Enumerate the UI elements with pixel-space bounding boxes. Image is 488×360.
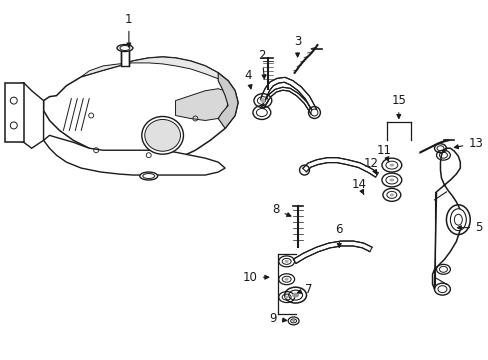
Text: 8: 8 [272,203,290,216]
Ellipse shape [388,164,393,167]
Text: 1: 1 [125,13,132,47]
Polygon shape [432,148,461,289]
Ellipse shape [117,45,133,51]
Polygon shape [121,49,129,66]
Text: 13: 13 [453,137,482,150]
Polygon shape [218,73,238,129]
Text: 5: 5 [456,221,482,234]
Ellipse shape [144,120,180,151]
Text: 12: 12 [363,157,378,175]
Ellipse shape [291,293,299,298]
Text: 3: 3 [293,35,301,57]
Text: 9: 9 [269,312,286,325]
Polygon shape [12,83,43,148]
Text: 15: 15 [390,94,406,118]
Polygon shape [302,158,378,177]
Polygon shape [81,57,224,81]
Polygon shape [175,89,228,121]
Ellipse shape [449,209,466,231]
Ellipse shape [140,172,157,180]
Polygon shape [5,83,24,142]
Text: 14: 14 [351,179,366,194]
Ellipse shape [388,179,393,181]
Text: 4: 4 [244,69,251,89]
Polygon shape [293,241,371,264]
Text: 11: 11 [376,144,390,162]
Ellipse shape [389,193,393,196]
Polygon shape [260,77,316,112]
Ellipse shape [284,260,288,263]
Text: 2: 2 [258,49,265,79]
Polygon shape [43,57,238,163]
Ellipse shape [142,117,183,154]
Polygon shape [261,87,313,114]
Ellipse shape [260,98,265,103]
Ellipse shape [284,278,288,281]
Polygon shape [43,135,224,175]
Ellipse shape [291,320,294,322]
Text: 7: 7 [297,283,311,296]
Ellipse shape [284,296,288,298]
Ellipse shape [310,109,317,116]
Text: 10: 10 [243,271,268,284]
Text: 6: 6 [335,223,342,247]
